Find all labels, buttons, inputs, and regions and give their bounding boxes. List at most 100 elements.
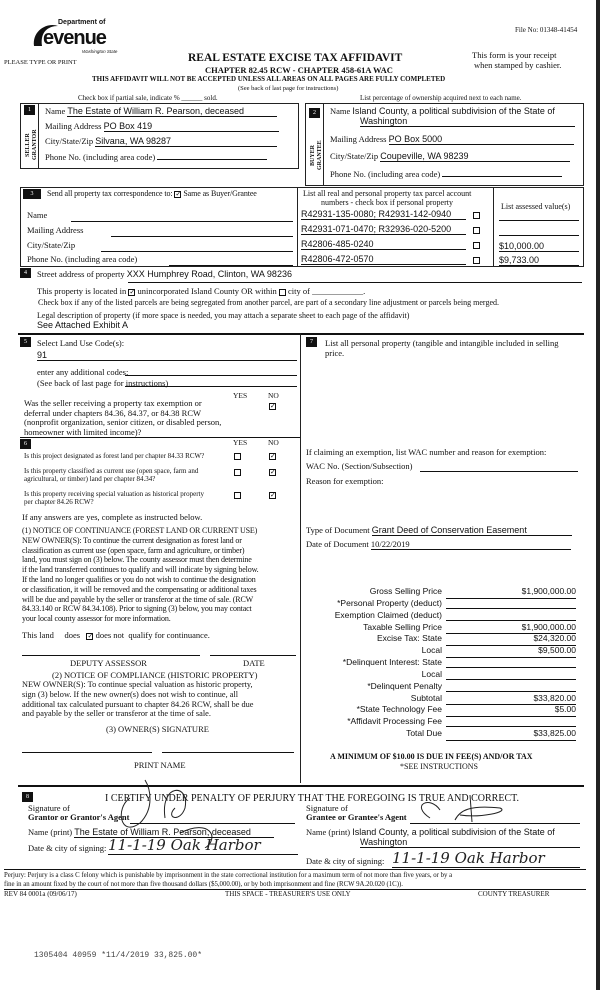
assessed-value[interactable] bbox=[499, 235, 579, 236]
grantee-signature-icon bbox=[420, 794, 503, 823]
tax-label: *Affidavit Processing Fee bbox=[347, 716, 442, 727]
does-not-checkbox[interactable]: ✓ bbox=[86, 631, 94, 640]
historic-no-checkbox[interactable]: ✓ bbox=[269, 491, 276, 499]
corr-city-field[interactable] bbox=[101, 251, 293, 252]
grantee-date-city-field[interactable]: 11-1-19 Oak Harbor bbox=[392, 849, 580, 868]
tax-value[interactable] bbox=[446, 598, 576, 609]
street-label: Street address of property bbox=[37, 269, 125, 279]
forest-yes-checkbox[interactable] bbox=[234, 453, 241, 460]
additional-codes-field[interactable] bbox=[125, 375, 297, 376]
current-use-yes-checkbox[interactable] bbox=[234, 469, 241, 476]
buyer-name-line2[interactable]: Washington bbox=[360, 116, 575, 127]
tax-row: Excise Tax: State $24,320.00 bbox=[300, 633, 590, 647]
tax-row: *Personal Property (deduct) bbox=[300, 598, 590, 610]
buyer-phone-field[interactable] bbox=[442, 168, 563, 177]
exemption-question: Was the seller receiving a property tax … bbox=[24, 398, 202, 408]
current-use-no-checkbox[interactable]: ✓ bbox=[269, 468, 276, 476]
receipt-note-1: This form is your receipt bbox=[472, 50, 557, 60]
tax-value[interactable]: $33,825.00 bbox=[446, 728, 576, 741]
reason-label: Reason for exemption: bbox=[306, 476, 384, 486]
unincorporated-checkbox[interactable]: ✓ bbox=[128, 287, 136, 296]
doc-type-field[interactable]: Grant Deed of Conservation Easement bbox=[371, 525, 572, 536]
legal-description-field[interactable]: See Attached Exhibit A bbox=[37, 320, 129, 330]
assessed-value[interactable] bbox=[499, 220, 579, 221]
personal-property-checkbox[interactable] bbox=[473, 242, 480, 249]
parcel-number[interactable]: R42931-135-0080; R42931-142-0940 bbox=[301, 209, 466, 220]
tax-value[interactable]: $24,320.00 bbox=[446, 633, 576, 647]
assessed-value[interactable]: $9,733.00 bbox=[499, 255, 579, 266]
corr-phone-field[interactable] bbox=[169, 265, 293, 266]
parcel-number[interactable]: R42806-485-0240 bbox=[301, 239, 466, 250]
file-number: File No: 01348-41454 bbox=[515, 26, 578, 34]
address-label: Mailing Address bbox=[27, 225, 84, 235]
grantor-signature-icon bbox=[120, 779, 213, 848]
buyer-city-field[interactable]: Coupeville, WA 98239 bbox=[380, 151, 571, 162]
city-checkbox[interactable] bbox=[278, 288, 286, 296]
doc-date-field[interactable]: 10/22/2019 bbox=[370, 539, 571, 550]
land-use-code-field[interactable]: 91 bbox=[37, 350, 297, 361]
grantee-signature-field[interactable] bbox=[410, 823, 580, 824]
tax-row: Local bbox=[300, 669, 590, 681]
street-address-field[interactable]: XXX Humphrey Road, Clinton, WA 98236 bbox=[126, 269, 292, 279]
signature-label: Signature of bbox=[28, 803, 70, 813]
grantor-date-city-field[interactable]: 11-1-19 Oak Harbor bbox=[108, 836, 298, 855]
grantee-name-field[interactable]: Island County, a political subdivision o… bbox=[352, 827, 555, 837]
tax-value[interactable] bbox=[446, 716, 576, 728]
personal-property-checkbox[interactable] bbox=[473, 227, 480, 234]
owner-signature-field[interactable] bbox=[22, 752, 152, 753]
this-land-label: This land bbox=[22, 630, 54, 640]
tax-value[interactable] bbox=[446, 669, 576, 680]
perjury-line: fine in an amount fixed by the court of … bbox=[4, 880, 403, 888]
notice-line: and payable by the seller or transferor … bbox=[22, 709, 211, 719]
seller-address-field[interactable]: PO Box 419 bbox=[103, 121, 279, 132]
grantee-name-line2[interactable]: Washington bbox=[360, 837, 580, 848]
current-use-question-line: agricultural, or timber) land per chapte… bbox=[24, 475, 156, 483]
tax-value[interactable]: $1,900,000.00 bbox=[446, 586, 576, 599]
tax-value[interactable]: $33,820.00 bbox=[446, 693, 576, 706]
seller-phone-field[interactable] bbox=[157, 151, 268, 160]
signature-label: Signature of bbox=[306, 803, 348, 813]
exemption-question-line: deferral under chapters 84.36, 84.37, or… bbox=[24, 407, 202, 418]
correspondence-label: Send all property tax correspondence to: bbox=[47, 189, 173, 198]
name-print-label: Name (print) bbox=[28, 827, 73, 837]
parcel-number[interactable]: R42806-472-0570 bbox=[301, 254, 466, 265]
seller-name-field[interactable]: The Estate of William R. Pearson, deceas… bbox=[67, 106, 278, 117]
buyer-address-field[interactable]: PO Box 5000 bbox=[388, 134, 574, 145]
tax-value[interactable] bbox=[446, 681, 576, 692]
owner-signature-field-2[interactable] bbox=[162, 752, 294, 753]
notice-line: NEW OWNER(S): To continue special valuat… bbox=[22, 680, 253, 689]
perjury-line: Perjury: Perjury is a class C felony whi… bbox=[4, 872, 453, 879]
yes-header: YES bbox=[233, 438, 248, 447]
personal-property-checkbox[interactable] bbox=[473, 257, 480, 264]
grantor-signature-field[interactable] bbox=[130, 823, 295, 824]
does-option[interactable]: does bbox=[64, 630, 81, 640]
exemption-no-checkbox[interactable]: ✓ bbox=[269, 402, 276, 410]
date-label: DATE bbox=[243, 658, 265, 668]
phone-label: Phone No. (including area code) bbox=[330, 169, 441, 179]
historic-yes-checkbox[interactable] bbox=[234, 492, 241, 499]
tax-value[interactable]: $9,500.00 bbox=[446, 645, 576, 659]
same-as-buyer-checkbox[interactable]: ✓ bbox=[174, 189, 182, 198]
assessed-value[interactable]: $10,000.00 bbox=[499, 241, 579, 252]
no-header: NO bbox=[268, 391, 279, 400]
personal-property-checkbox[interactable] bbox=[473, 212, 480, 219]
tax-value[interactable]: $5.00 bbox=[446, 704, 576, 718]
buyer-name-field[interactable]: Island County, a political subdivision o… bbox=[352, 106, 555, 116]
wac-field[interactable] bbox=[420, 471, 578, 472]
deputy-assessor-signature[interactable] bbox=[22, 655, 200, 656]
tax-value[interactable] bbox=[446, 610, 576, 621]
grantor-name-field[interactable]: The Estate of William R. Pearson, deceas… bbox=[74, 827, 275, 838]
parcel-number[interactable]: R42931-071-0470; R32936-020-5200 bbox=[301, 224, 466, 235]
seller-city-field[interactable]: Silvana, WA 98287 bbox=[95, 136, 278, 147]
forest-no-checkbox[interactable]: ✓ bbox=[269, 452, 276, 460]
notice-line: (1) NOTICE OF CONTINUANCE (FOREST LAND O… bbox=[22, 526, 258, 535]
exemption-question-line: homeowner with limited income)? bbox=[24, 426, 142, 437]
corr-name-field[interactable] bbox=[71, 221, 293, 222]
tax-value[interactable] bbox=[446, 657, 576, 669]
notice-line: 84.33.140 or RCW 84.34.108). Prior to si… bbox=[22, 604, 252, 614]
assessor-date[interactable] bbox=[210, 655, 296, 656]
corr-address-field[interactable] bbox=[111, 236, 293, 237]
tax-value[interactable]: $1,900,000.00 bbox=[446, 622, 576, 635]
treasurer-use-label: THIS SPACE - TREASURER'S USE ONLY bbox=[225, 890, 351, 898]
notice-of-continuance: (1) NOTICE OF CONTINUANCE (FOREST LAND O… bbox=[22, 526, 298, 624]
